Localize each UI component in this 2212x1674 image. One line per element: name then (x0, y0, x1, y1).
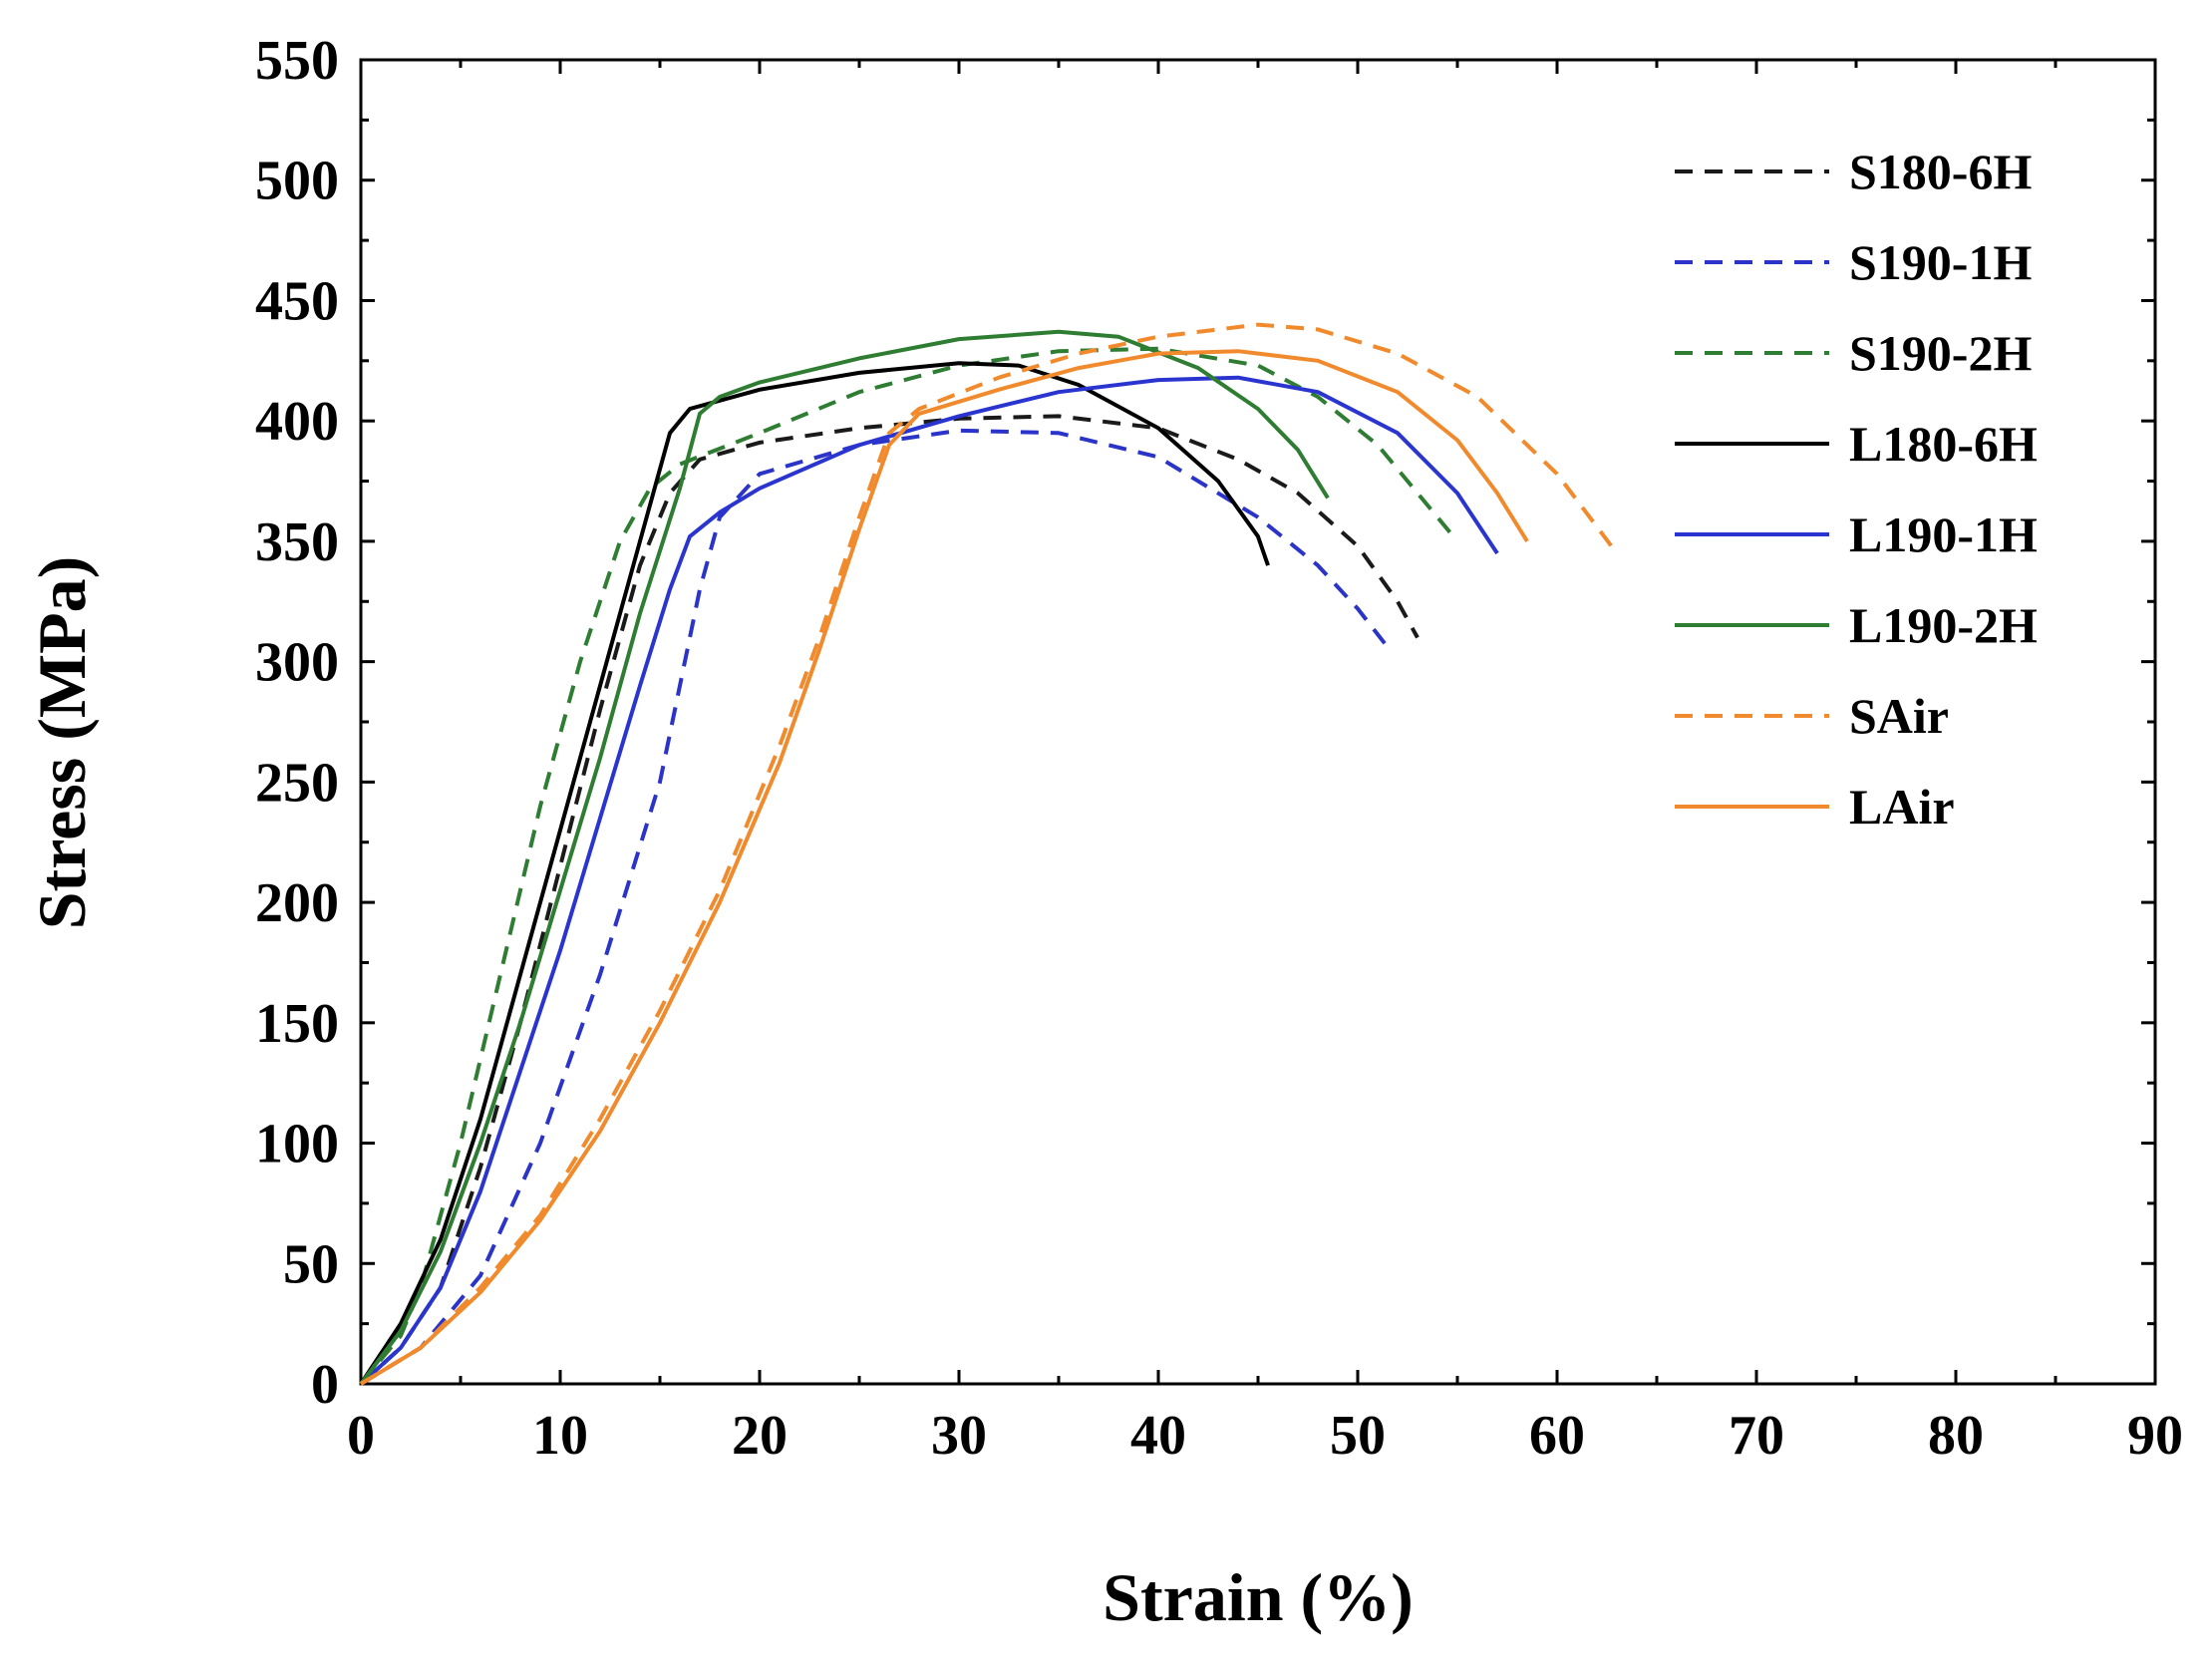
x-tick-label: 40 (1130, 1405, 1186, 1467)
series-line-sair (359, 322, 1619, 1386)
x-tick-label: 50 (1330, 1405, 1386, 1467)
series-line-lair (359, 349, 1529, 1386)
y-tick-label: 0 (311, 1354, 339, 1416)
x-tick-label: 10 (532, 1405, 588, 1467)
x-tick-label: 70 (1729, 1405, 1784, 1467)
series-line-l180-6h (359, 361, 1270, 1386)
x-axis-title: Strain (%) (1103, 1559, 1414, 1635)
y-tick-label: 100 (255, 1114, 339, 1175)
series-line-l190-2h (359, 329, 1330, 1386)
y-tick-label: 550 (255, 30, 339, 92)
series-line-s180-6h (359, 414, 1420, 1386)
y-tick-label: 350 (255, 511, 339, 573)
y-tick-label: 400 (255, 391, 339, 453)
y-tick-label: 500 (255, 151, 339, 212)
legend-label-s180-6h: S180-6H (1849, 144, 2032, 199)
y-axis-title: Stress (MPa) (24, 556, 100, 930)
legend-label-s190-2h: S190-2H (1849, 325, 2032, 381)
series-line-s190-2h (359, 346, 1459, 1386)
x-tick-label: 90 (2127, 1405, 2183, 1467)
legend-label-s190-1h: S190-1H (1849, 234, 2032, 290)
legend-label-l190-2h: L190-2H (1849, 597, 2038, 653)
legend-label-l180-6h: L180-6H (1849, 416, 2038, 472)
series-line-l190-1h (359, 375, 1499, 1386)
series-line-s190-1h (359, 428, 1390, 1386)
y-tick-label: 250 (255, 752, 339, 814)
y-tick-label: 50 (283, 1233, 339, 1295)
x-tick-label: 60 (1529, 1405, 1585, 1467)
legend-label-lair: LAir (1849, 779, 1955, 835)
legend-label-l190-1h: L190-1H (1849, 506, 2038, 562)
x-tick-label: 20 (732, 1405, 788, 1467)
y-tick-label: 150 (255, 993, 339, 1055)
x-tick-label: 80 (1928, 1405, 1984, 1467)
x-tick-label: 0 (347, 1405, 375, 1467)
x-tick-label: 30 (931, 1405, 987, 1467)
y-tick-label: 300 (255, 632, 339, 694)
y-tick-label: 200 (255, 872, 339, 934)
y-tick-label: 450 (255, 270, 339, 332)
legend-label-sair: SAir (1849, 688, 1949, 744)
